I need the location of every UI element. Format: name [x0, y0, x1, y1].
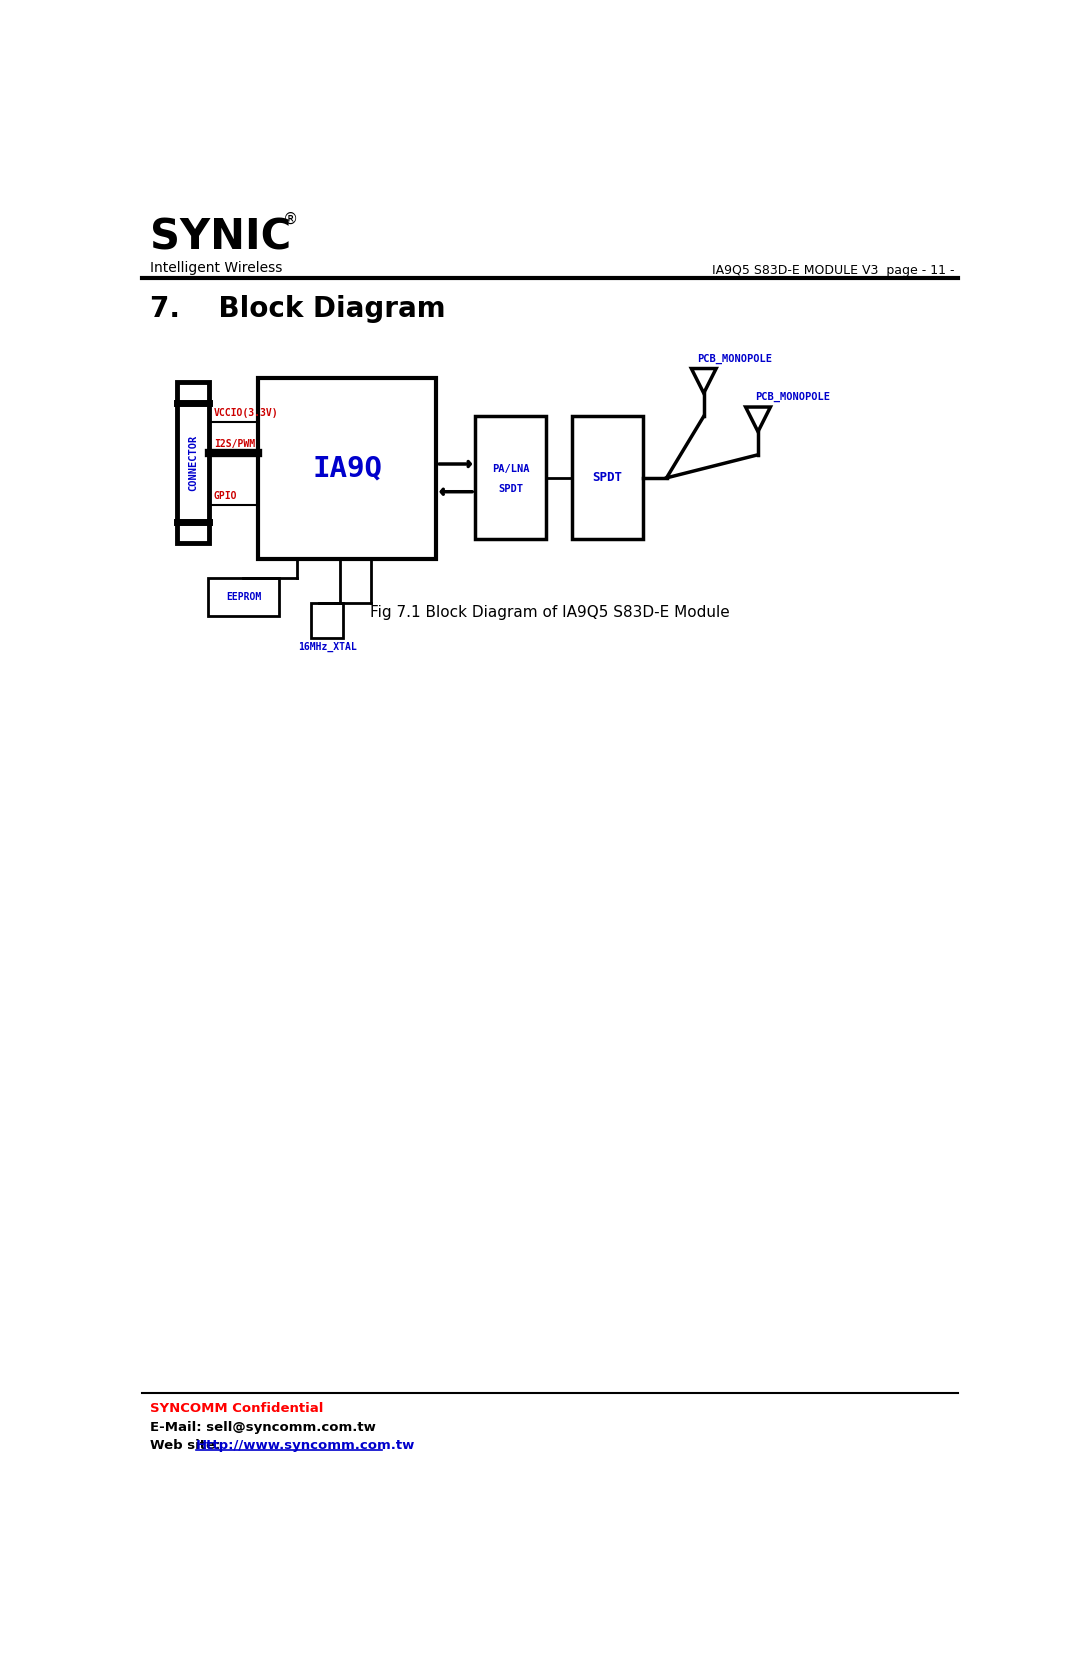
Text: CONNECTOR: CONNECTOR [188, 435, 199, 491]
Bar [475, 417, 546, 539]
Bar [572, 417, 644, 539]
Text: E-Mail: sell@syncomm.com.tw: E-Mail: sell@syncomm.com.tw [149, 1422, 376, 1435]
Text: VCCIO(3.3V): VCCIO(3.3V) [214, 408, 279, 418]
Bar [259, 379, 437, 559]
Text: IA9Q: IA9Q [312, 455, 382, 483]
Text: EEPROM: EEPROM [225, 592, 261, 602]
Text: Fig 7.1 Block Diagram of IA9Q5 S83D-E Module: Fig 7.1 Block Diagram of IA9Q5 S83D-E Mo… [370, 605, 730, 620]
Text: I2S/PWM: I2S/PWM [214, 440, 255, 450]
Text: GPIO: GPIO [214, 491, 237, 501]
Text: PCB_MONOPOLE: PCB_MONOPOLE [697, 354, 773, 364]
Text: SPDT: SPDT [498, 484, 524, 494]
Bar [208, 579, 279, 617]
Text: SYNCOMM Confidential: SYNCOMM Confidential [149, 1402, 323, 1415]
Text: Intelligent Wireless: Intelligent Wireless [149, 261, 282, 274]
Text: 7.    Block Diagram: 7. Block Diagram [149, 294, 445, 322]
Text: SPDT: SPDT [592, 471, 622, 484]
Text: ®: ® [283, 212, 298, 226]
Text: Http://www.syncomm.com.tw: Http://www.syncomm.com.tw [196, 1438, 415, 1451]
Text: PCB_MONOPOLE: PCB_MONOPOLE [755, 392, 831, 402]
Polygon shape [746, 407, 770, 431]
Polygon shape [691, 369, 716, 393]
Bar [311, 603, 343, 638]
Text: IA9Q5 S83D-E MODULE V3  page - 11 -: IA9Q5 S83D-E MODULE V3 page - 11 - [711, 264, 954, 276]
Text: Web site:: Web site: [149, 1438, 224, 1451]
Text: 16MHz_XTAL: 16MHz_XTAL [297, 641, 356, 651]
Bar [177, 382, 209, 544]
Text: PA/LNA: PA/LNA [493, 463, 529, 474]
Text: SYNIC: SYNIC [149, 217, 291, 258]
